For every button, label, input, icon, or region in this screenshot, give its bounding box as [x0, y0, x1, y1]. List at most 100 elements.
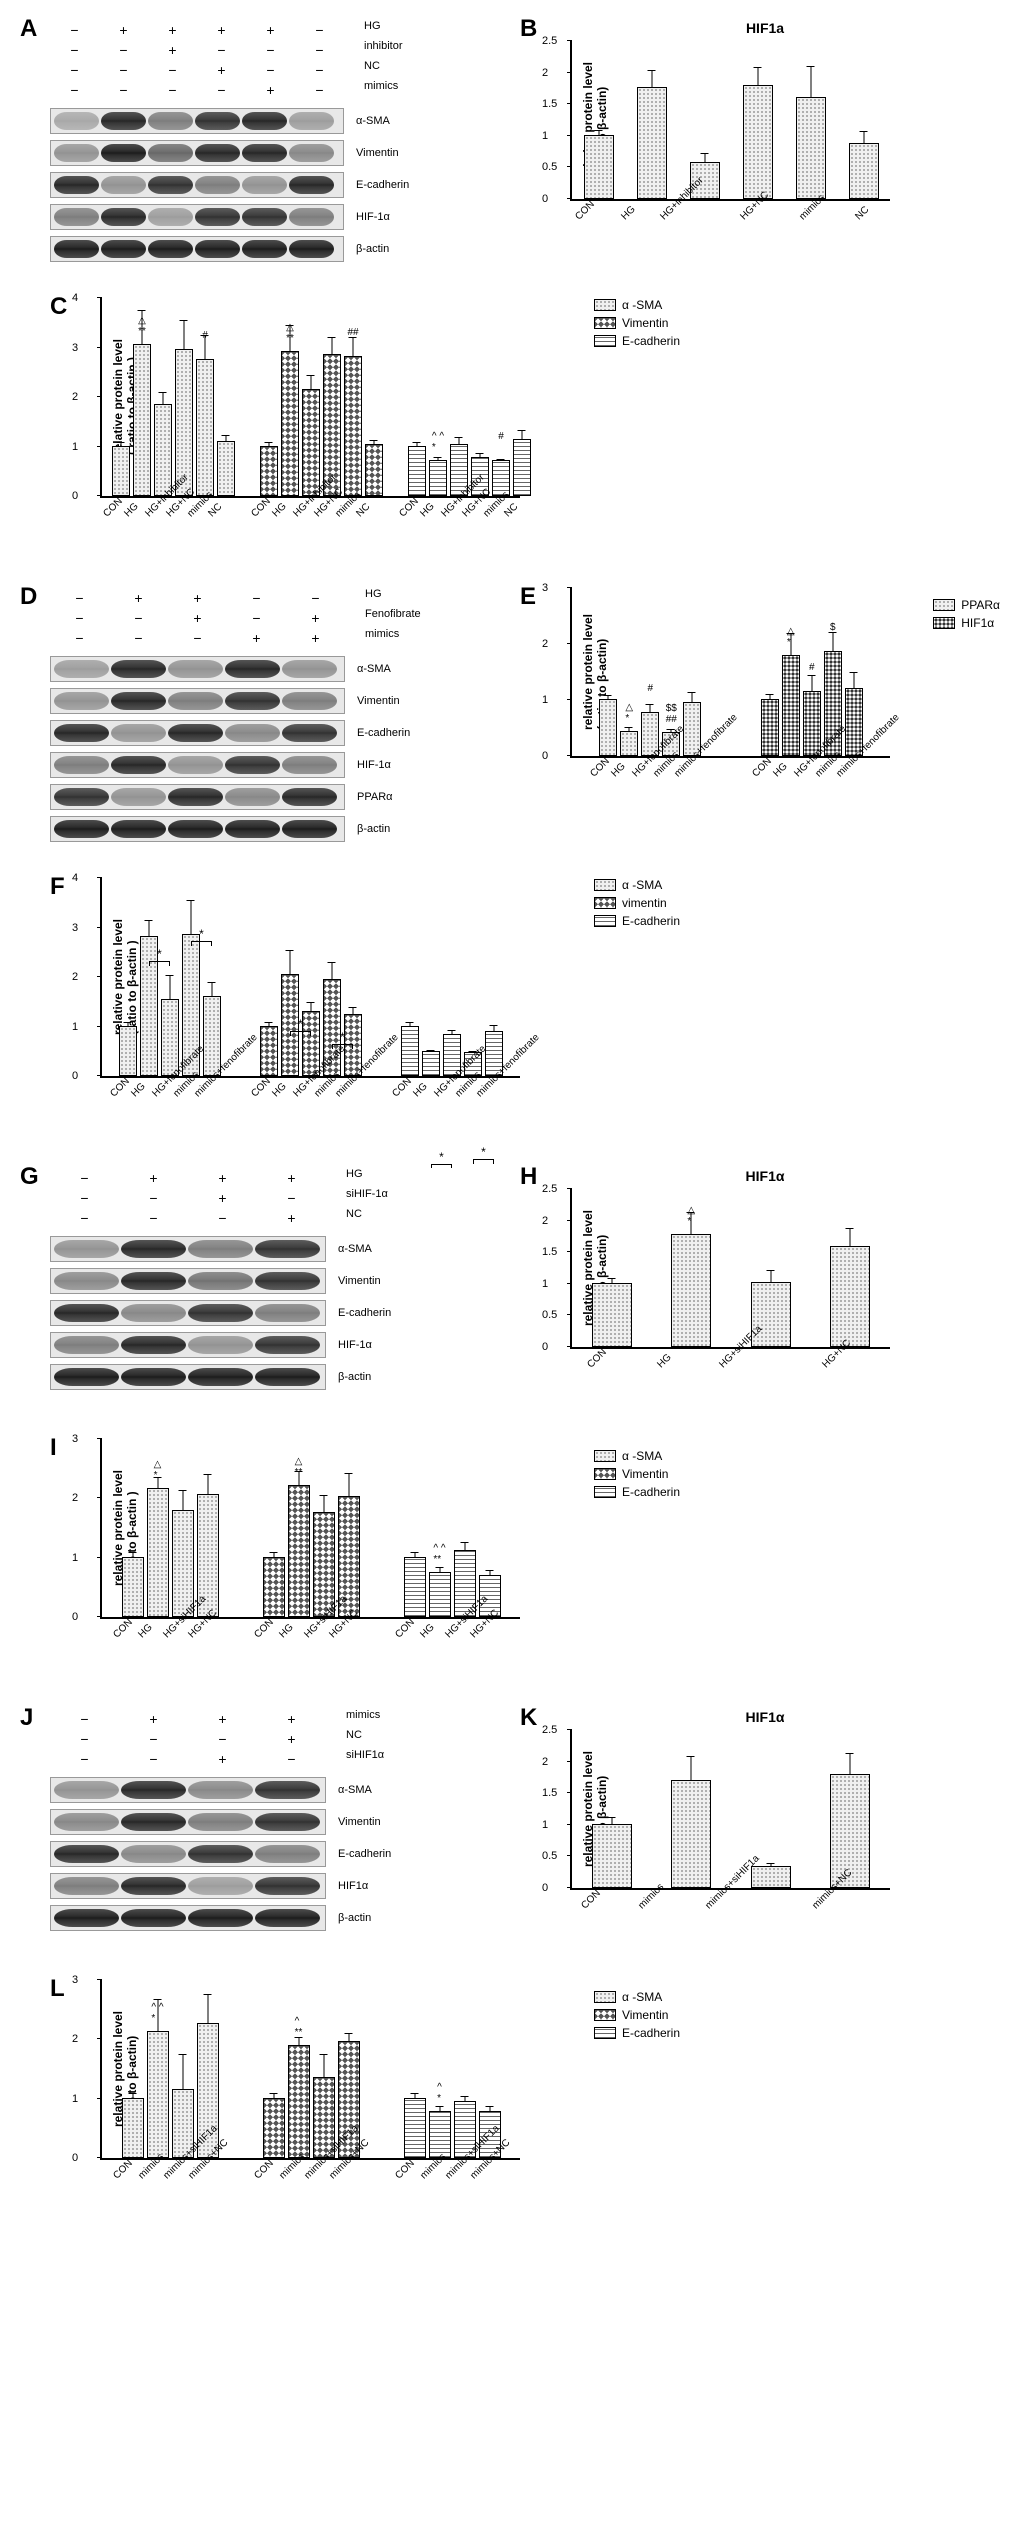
error-bar: [770, 1863, 771, 1866]
bars-container: △*△**^ ^**: [102, 1439, 520, 1617]
chart-area: relative protein level(ratio to β-actin)…: [570, 1730, 890, 1890]
blot-row: α-SMA: [50, 656, 500, 682]
error-bar: [608, 695, 609, 701]
error-bar: [611, 1278, 612, 1284]
error-bar: [501, 459, 502, 462]
blot-band-container: [50, 1364, 326, 1390]
condition-cell: −: [188, 1729, 257, 1749]
legend-swatch: [933, 599, 955, 611]
blot-band: [188, 1781, 253, 1799]
protein-label: E-cadherin: [326, 1848, 391, 1860]
blot-band-container: [50, 1300, 326, 1326]
error-bar: [811, 675, 812, 692]
error-bar: [464, 1542, 465, 1551]
legend-item: Vimentin: [594, 2008, 680, 2022]
significance-marker: △**: [295, 1456, 303, 1478]
blot-band: [289, 208, 334, 226]
bar: △**: [133, 344, 151, 497]
blot-band: [54, 208, 99, 226]
x-label-section: CONHGHG+fenofibratemimicsmimics+fenofibr…: [599, 756, 701, 772]
chart-area: relative protein level(ratio to β-actin)…: [570, 588, 890, 758]
panel-e-chart: relative protein level(ratio to β-actin)…: [520, 588, 960, 818]
bar-group: [592, 1824, 632, 1888]
condition-cell: −: [50, 1168, 119, 1188]
bar: [260, 446, 278, 496]
panel-h-chart: HIF1αrelative protein level(ratio to β-a…: [520, 1168, 960, 1409]
bar: [408, 446, 426, 496]
x-label-section: CONHGHG+fenofibratemimicsmimics+fenofibr…: [119, 1076, 221, 1092]
legend-text: α -SMA: [622, 878, 662, 892]
condition-cell: −: [246, 60, 295, 80]
y-tick: 2: [542, 1215, 548, 1227]
bars-container: △**#△**##^ ^*#: [102, 298, 520, 496]
error-bar: [489, 1570, 490, 1576]
legend-item: α -SMA: [594, 878, 680, 892]
x-label: CON: [252, 2158, 275, 2181]
x-label-section: CONHGHG+siHIF1aHG+NC: [122, 1617, 219, 1633]
bar: △*: [620, 731, 638, 757]
condition-cell: −: [286, 588, 345, 608]
blot-band: [54, 240, 99, 258]
error-bar: [414, 1552, 415, 1558]
condition-label: NC: [344, 60, 444, 80]
blot-band-container: [50, 720, 345, 746]
legend-item: E-cadherin: [594, 1485, 680, 1499]
significance-marker: △**: [286, 322, 294, 344]
condition-grid: −++−−HG−−+−+Fenofibrate−−−++mimics: [50, 588, 500, 648]
panel-l-label: L: [50, 1975, 65, 2003]
blot-band: [111, 660, 166, 678]
blot-band: [282, 692, 337, 710]
condition-cell: −: [197, 80, 246, 100]
x-label: CON: [252, 1617, 275, 1640]
condition-grid: −++++−HG−−+−−−inhibitor−−−+−−NC−−−−+−mim…: [50, 20, 500, 100]
blot-band: [255, 1336, 320, 1354]
condition-label: siHIF1α: [326, 1749, 426, 1769]
blot-band: [54, 176, 99, 194]
legend-item: Vimentin: [594, 316, 680, 330]
bar-section: ^ ^**: [404, 1550, 501, 1617]
error-bar: [464, 2096, 465, 2102]
x-label: HG+siHIF1a: [161, 1617, 184, 1640]
error-bar: [431, 1050, 432, 1053]
x-label: CON: [397, 499, 418, 520]
x-labels: CONHGHG+inhibitorHG+NCmimicsNCCONHGHG+in…: [102, 496, 520, 512]
significance-bracket: *: [290, 1031, 311, 1032]
condition-cell: −: [109, 628, 168, 648]
error-bar: [853, 672, 854, 689]
x-label: mimics: [418, 2158, 441, 2181]
y-tick: 0: [72, 1070, 78, 1082]
x-label: HG: [610, 759, 631, 780]
blot-row: Vimentin: [50, 1809, 500, 1835]
x-labels: CONHGHG+siHIF1aHG+NC: [572, 1347, 890, 1363]
legend-swatch: [594, 2009, 616, 2021]
condition-cell: −: [50, 60, 99, 80]
condition-cell: −: [50, 1188, 119, 1208]
legend-item: vimentin: [594, 896, 680, 910]
protein-label: β-actin: [326, 1912, 371, 1924]
y-tick: 4: [72, 872, 78, 884]
chart-title: HIF1α: [570, 1709, 960, 1725]
error-bar: [629, 727, 630, 732]
legend-item: α -SMA: [594, 298, 680, 312]
x-label: HG: [270, 1079, 291, 1100]
error-bar: [438, 457, 439, 461]
x-label: HG: [136, 1617, 159, 1640]
bar: ##: [344, 356, 362, 496]
panel-j-label: J: [20, 1704, 33, 1732]
blot-band: [54, 112, 99, 130]
error-bar: [269, 1022, 270, 1027]
blot-row: Vimentin: [50, 1268, 500, 1294]
blot-row: HIF1α: [50, 1873, 500, 1899]
x-label: HG: [771, 759, 792, 780]
blot-band: [121, 1304, 186, 1322]
blot-row: E-cadherin: [50, 172, 500, 198]
bar: [401, 1026, 419, 1076]
bar: [599, 699, 617, 756]
blot-row: E-cadherin: [50, 1841, 500, 1867]
error-bar: [170, 975, 171, 1000]
legend-text: PPARα: [961, 598, 1000, 612]
error-bar: [480, 453, 481, 458]
blot-band: [188, 1304, 253, 1322]
blot-band-container: [50, 140, 344, 166]
error-bar: [651, 70, 652, 88]
